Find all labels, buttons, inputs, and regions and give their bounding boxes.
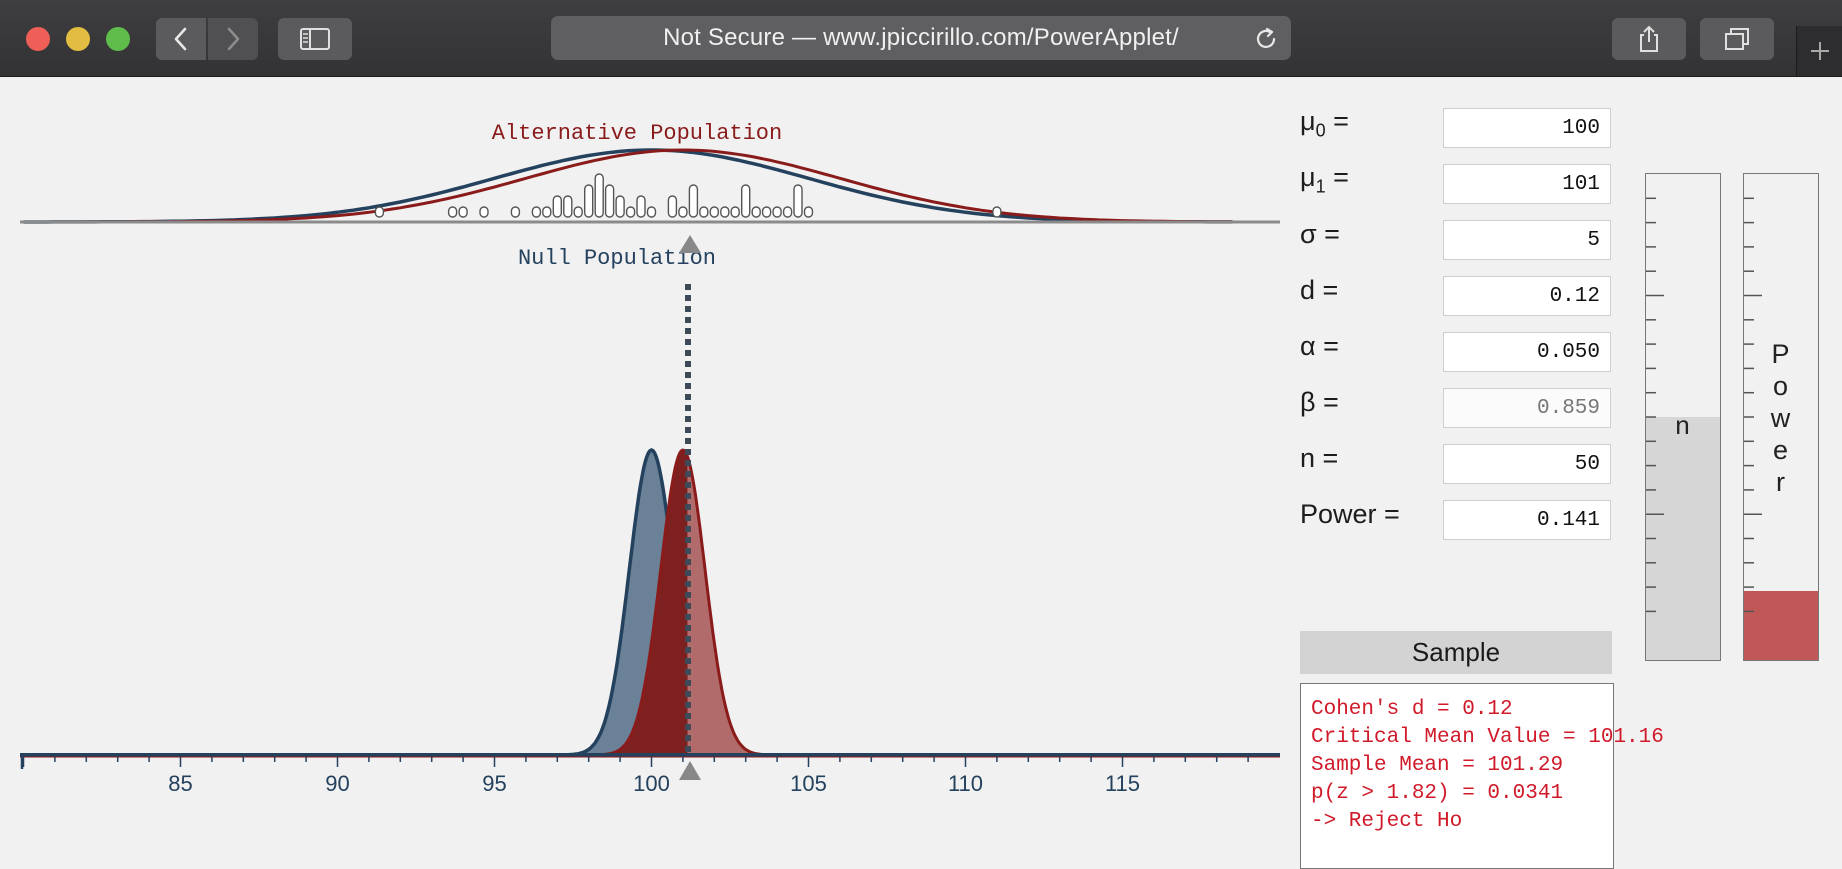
x-tick-label: 110 [948,771,983,796]
sidebar-toggle-button[interactable] [278,18,352,60]
output-line: p(z > 1.82) = 0.0341 [1311,782,1564,805]
x-tick-label: 100 [633,771,670,796]
sample-observation-marker [667,195,678,218]
alternative-sampling-distribution-power [687,456,872,755]
sample-observation-marker [374,206,385,218]
n-label: n = [1300,443,1339,473]
sample-observation-marker [646,206,657,218]
browser-toolbar: Not Secure — www.jpiccirillo.com/PowerAp… [0,0,1842,77]
reload-icon[interactable] [1253,26,1279,52]
sample-observation-marker [730,206,740,218]
alpha-label: α = [1300,331,1339,361]
sample-observation-marker [542,206,552,218]
sample-observation-marker [584,184,594,218]
beta-label: β = [1300,387,1339,417]
d-input[interactable] [1443,276,1611,316]
d-label: d = [1300,275,1339,305]
alpha-input[interactable] [1443,332,1611,372]
mu1-input[interactable] [1443,164,1611,204]
power-gauge-ticks [1744,197,1762,613]
minimize-window-button[interactable] [66,27,90,51]
sample-observation-marker [479,206,489,218]
sample-observation-marker [552,195,562,218]
sample-observation-marker [751,206,761,218]
page-content: Alternative Population Null Population 8… [0,77,1842,869]
mu1-label: μ1 = [1300,162,1349,197]
power-gauge: P o w e r [1743,173,1819,661]
sample-observation-marker [447,206,458,218]
sigma-label: σ = [1300,219,1340,249]
sample-observation-marker [615,195,625,218]
output-line: Cohen's d = 0.12 [1311,698,1513,721]
output-line: -> Reject Ho [1311,810,1463,833]
power-input[interactable] [1443,500,1611,540]
close-window-button[interactable] [26,27,50,51]
share-button[interactable] [1612,18,1686,60]
new-tab-button[interactable] [1796,26,1842,76]
sample-button[interactable]: Sample [1300,631,1612,674]
x-tick-label: 115 [1105,771,1140,796]
sample-observation-marker [793,184,803,218]
sample-observation-marker [594,173,604,218]
sample-mean-marker-bottom [679,761,701,780]
power-label: Power = [1300,499,1400,529]
sample-observation-marker [992,206,1002,218]
power-plot: Alternative Population Null Population 8… [20,121,1280,796]
x-tick-label: 95 [482,771,506,796]
sample-observation-marker [678,206,688,218]
results-output: Cohen's d = 0.12 Critical Mean Value = 1… [1300,683,1664,869]
sample-observation-marker [772,206,782,218]
sample-observation-marker [761,206,772,218]
x-tick-label: 85 [168,771,192,796]
sigma-input[interactable] [1443,220,1611,260]
share-icon [1640,25,1658,52]
mu0-label: μ0 = [1300,106,1349,141]
beta-input[interactable] [1443,388,1611,428]
sidebar-icon [300,28,330,50]
sample-observation-marker [803,206,814,218]
n-slider-gauge[interactable]: n [1645,173,1721,661]
sample-observation-marker [625,206,636,218]
n-input[interactable] [1443,444,1611,484]
power-gauge-label: P o w e r [1770,339,1791,497]
sample-observation-marker [699,206,709,218]
tabs-overview-button[interactable] [1700,18,1774,60]
sample-observation-marker [563,195,573,218]
address-bar[interactable]: Not Secure — www.jpiccirillo.com/PowerAp… [551,16,1291,60]
n-gauge-label: n [1675,410,1690,440]
alt-population-label: Alternative Population [492,121,782,146]
sample-observation-marker [709,206,719,218]
tabs-icon [1725,28,1749,50]
n-gauge-fill [1646,417,1720,660]
plus-icon [1811,42,1829,60]
chevron-left-icon [174,27,187,51]
x-axis: 85 90 95 100 105 110 115 [20,753,1249,796]
sample-observation-marker [636,195,646,218]
forward-button[interactable] [208,18,258,60]
n-gauge-ticks [1646,197,1664,613]
sample-observation-marker [458,206,468,218]
mu0-input[interactable] [1443,108,1611,148]
sample-observation-marker [720,206,730,218]
zoom-window-button[interactable] [106,27,130,51]
sample-observation-marker [741,184,751,218]
sample-observation-marker [688,184,699,218]
x-tick-label: 105 [790,771,827,796]
sample-observation-marker [604,184,615,218]
address-text: Not Secure — www.jpiccirillo.com/PowerAp… [663,24,1179,51]
sample-mean-marker-top [679,235,701,253]
sample-observation-marker [782,206,793,218]
sample-observations [374,173,1002,218]
chevron-right-icon [227,27,240,51]
sample-observation-marker [531,206,542,218]
output-line: Critical Mean Value = 101.16 [1311,726,1664,749]
sample-observation-marker [573,206,583,218]
output-line: Sample Mean = 101.29 [1311,754,1564,777]
sample-observation-marker [510,206,521,218]
back-button[interactable] [156,18,206,60]
x-tick-label: 90 [325,771,349,796]
alternative-sampling-distribution-beta [494,450,688,755]
power-gauge-fill [1744,591,1818,660]
